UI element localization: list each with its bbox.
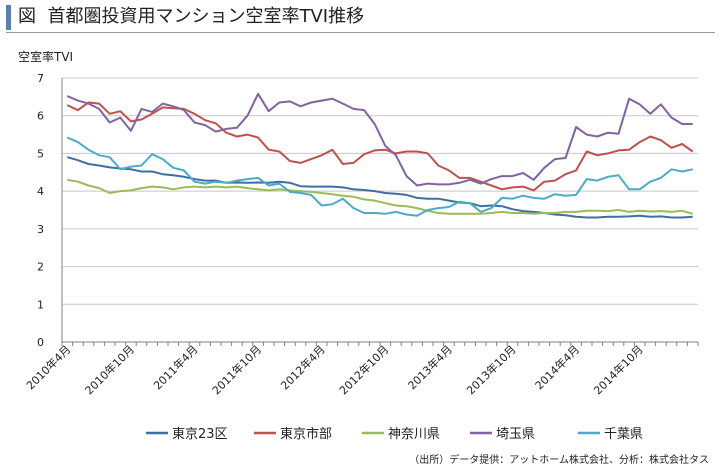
y-tick-label: 7 bbox=[37, 72, 44, 85]
legend-label: 東京市部 bbox=[280, 426, 332, 442]
series-line-東京23区 bbox=[67, 156, 693, 219]
y-tick-label: 0 bbox=[37, 336, 44, 349]
x-tick-label: 2012年4月 bbox=[278, 342, 328, 392]
y-tick-label: 2 bbox=[37, 261, 44, 274]
legend-label: 埼玉県 bbox=[496, 427, 535, 442]
series-line-埼玉県 bbox=[66, 92, 693, 187]
legend: 東京23区 東京市部 神奈川県 埼玉県 千葉県 bbox=[146, 426, 643, 442]
title-accent-bar bbox=[6, 5, 11, 30]
x-tick-label: 2010年10月 bbox=[82, 342, 137, 397]
y-tick-label: 3 bbox=[37, 223, 44, 236]
figure-title-text: 首都圏投資用マンション空室率TVI推移 bbox=[47, 6, 365, 27]
series-line-東京市部 bbox=[66, 101, 694, 192]
y-tick-label: 5 bbox=[37, 147, 44, 160]
legend-item: 神奈川県 bbox=[362, 427, 440, 442]
x-tick-label: 2014年4月 bbox=[532, 342, 582, 392]
series-lines bbox=[66, 92, 694, 219]
figure-title-bar: 図 首都圏投資用マンション空室率TVI推移 bbox=[0, 0, 721, 34]
figure-prefix: 図 bbox=[18, 6, 36, 27]
source-note: （出所）データ提供：アットホーム株式会社、分析：株式会社タス bbox=[409, 455, 709, 466]
legend-label: 東京23区 bbox=[172, 426, 228, 442]
y-tick-label: 1 bbox=[37, 298, 44, 311]
line-chart: 0 1 2 3 4 5 6 7 2010年4月 2010年10月 2011年4月 2011年10月 20… bbox=[18, 49, 699, 442]
figure-title: 図 首都圏投資用マンション空室率TVI推移 bbox=[18, 6, 364, 28]
x-tick-label: 2011年10月 bbox=[209, 342, 264, 397]
x-tick-label: 2011年4月 bbox=[150, 342, 200, 392]
legend-item: 東京市部 bbox=[254, 426, 332, 442]
series-line-千葉県 bbox=[66, 136, 693, 217]
title-divider bbox=[6, 32, 715, 33]
x-tick-label: 2013年4月 bbox=[405, 342, 455, 392]
x-tick-label: 2013年10月 bbox=[463, 342, 518, 397]
legend-item: 埼玉県 bbox=[470, 427, 535, 442]
x-tick-label: 2010年4月 bbox=[23, 342, 73, 392]
y-axis-label: 空室率TVI bbox=[18, 49, 73, 64]
legend-item: 千葉県 bbox=[578, 427, 643, 442]
series-line-神奈川県 bbox=[67, 178, 693, 215]
y-tick-label: 6 bbox=[37, 110, 44, 123]
x-tick-label: 2012年10月 bbox=[336, 342, 391, 397]
y-tick-label: 4 bbox=[37, 185, 44, 198]
legend-label: 千葉県 bbox=[604, 427, 643, 442]
x-tick-label: 2014年10月 bbox=[591, 342, 646, 397]
legend-item: 東京23区 bbox=[146, 426, 228, 442]
legend-label: 神奈川県 bbox=[388, 427, 440, 442]
axes: 0 1 2 3 4 5 6 7 2010年4月 2010年10月 2011年4月 2011年10月 20… bbox=[23, 72, 699, 397]
